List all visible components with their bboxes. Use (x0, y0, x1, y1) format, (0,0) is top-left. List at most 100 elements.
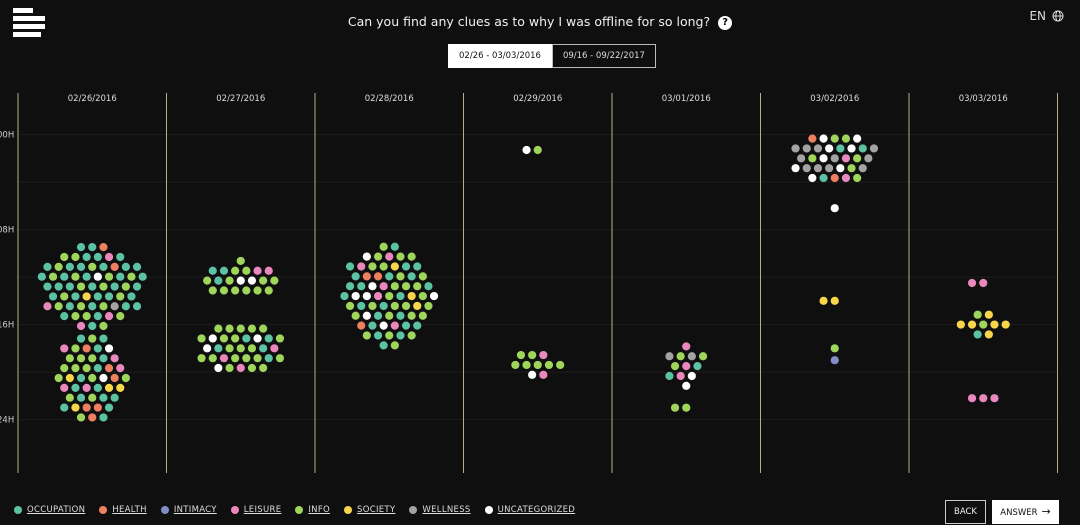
activity-dot-occupation[interactable] (60, 403, 69, 412)
activity-dot-info[interactable] (208, 286, 217, 295)
activity-dot-occupation[interactable] (99, 413, 108, 422)
activity-dot-occupation[interactable] (88, 321, 97, 331)
activity-dot-occupation[interactable] (401, 321, 411, 330)
activity-dot-info[interactable] (242, 286, 251, 295)
activity-dot-occupation[interactable] (396, 311, 405, 320)
activity-dot-occupation[interactable] (110, 393, 119, 402)
activity-dot-info[interactable] (127, 272, 136, 281)
activity-dot-health[interactable] (357, 321, 366, 330)
activity-dot-info[interactable] (533, 145, 542, 155)
activity-dot-society[interactable] (967, 320, 977, 329)
activity-dot-leisure[interactable] (104, 252, 114, 262)
activity-dot-occupation[interactable] (858, 144, 867, 153)
activity-dot-occupation[interactable] (345, 262, 355, 271)
activity-dot-info[interactable] (231, 286, 240, 295)
activity-dot-info[interactable] (676, 352, 685, 361)
activity-dot-info[interactable] (373, 252, 383, 261)
activity-dot-leisure[interactable] (43, 302, 52, 311)
activity-dot-info[interactable] (516, 350, 526, 360)
activity-dot-occupation[interactable] (373, 331, 383, 340)
activity-dot-occupation[interactable] (138, 272, 147, 281)
activity-dot-info[interactable] (116, 312, 125, 321)
activity-dot-info[interactable] (424, 301, 433, 311)
activity-dot-info[interactable] (275, 334, 285, 343)
activity-dot-wellness[interactable] (687, 352, 696, 361)
activity-dot-occupation[interactable] (819, 173, 828, 183)
activity-dot-info[interactable] (247, 363, 257, 373)
activity-dot-society[interactable] (984, 330, 993, 339)
activity-dot-info[interactable] (65, 354, 74, 363)
activity-dot-info[interactable] (368, 262, 377, 271)
activity-dot-info[interactable] (853, 173, 862, 183)
activity-dot-info[interactable] (418, 272, 427, 281)
activity-dot-info[interactable] (556, 360, 565, 370)
activity-dot-info[interactable] (413, 282, 422, 291)
activity-dot-occupation[interactable] (693, 362, 702, 371)
activity-dot-occupation[interactable] (219, 266, 229, 275)
activity-dot-health[interactable] (82, 344, 91, 353)
activity-dot-occupation[interactable] (379, 341, 388, 350)
activity-dot-info[interactable] (847, 164, 856, 173)
menu-logo-icon[interactable] (13, 8, 45, 38)
activity-dot-occupation[interactable] (264, 354, 273, 363)
activity-dot-wellness[interactable] (825, 164, 834, 173)
activity-dot-occupation[interactable] (93, 364, 102, 373)
activity-dot-health[interactable] (93, 403, 102, 412)
activity-dot-uncategorized[interactable] (830, 204, 839, 213)
activity-dot-info[interactable] (345, 301, 355, 311)
activity-dot-info[interactable] (54, 373, 63, 383)
activity-dot-society[interactable] (116, 383, 125, 392)
activity-dot-info[interactable] (830, 344, 839, 353)
activity-dot-info[interactable] (259, 363, 268, 373)
activity-dot-uncategorized[interactable] (819, 154, 828, 163)
activity-dot-health[interactable] (82, 403, 91, 412)
activity-dot-occupation[interactable] (214, 276, 223, 285)
activity-dot-health[interactable] (99, 243, 108, 252)
activity-dot-info[interactable] (418, 291, 427, 301)
activity-dot-info[interactable] (259, 276, 268, 285)
activity-dot-info[interactable] (841, 134, 851, 143)
activity-dot-society[interactable] (104, 383, 114, 392)
activity-dot-occupation[interactable] (396, 331, 405, 340)
activity-dot-info[interactable] (225, 276, 234, 285)
activity-dot-society[interactable] (65, 373, 74, 383)
activity-dot-health[interactable] (830, 173, 839, 183)
activity-dot-info[interactable] (60, 252, 69, 262)
activity-dot-info[interactable] (385, 311, 394, 320)
activity-dot-info[interactable] (522, 360, 531, 370)
activity-dot-info[interactable] (407, 252, 416, 261)
tab-range-2017[interactable]: 09/16 - 09/22/2017 (551, 44, 656, 68)
activity-dot-occupation[interactable] (121, 302, 130, 311)
activity-dot-occupation[interactable] (48, 292, 58, 301)
activity-dot-info[interactable] (88, 354, 97, 363)
activity-dot-info[interactable] (197, 334, 206, 343)
tab-range-2016[interactable]: 02/26 - 03/03/2016 (448, 44, 552, 68)
activity-dot-leisure[interactable] (60, 344, 69, 353)
activity-dot-occupation[interactable] (76, 393, 86, 402)
activity-dot-info[interactable] (99, 302, 108, 311)
activity-dot-occupation[interactable] (93, 383, 102, 392)
activity-dot-info[interactable] (54, 302, 63, 311)
legend-item-leisure[interactable]: LEISURE (230, 505, 282, 515)
activity-dot-society[interactable] (830, 296, 839, 305)
activity-dot-leisure[interactable] (357, 262, 366, 271)
activity-dot-occupation[interactable] (665, 371, 674, 381)
activity-dot-info[interactable] (247, 344, 257, 353)
activity-dot-info[interactable] (104, 272, 114, 281)
activity-dot-info[interactable] (76, 302, 86, 311)
activity-dot-info[interactable] (214, 324, 223, 333)
activity-dot-info[interactable] (71, 312, 80, 321)
activity-dot-leisure[interactable] (82, 383, 91, 392)
activity-dot-uncategorized[interactable] (99, 373, 108, 383)
activity-dot-info[interactable] (385, 291, 394, 301)
activity-dot-info[interactable] (511, 360, 520, 370)
activity-dot-info[interactable] (60, 292, 69, 301)
activity-dot-uncategorized[interactable] (528, 370, 537, 379)
activity-dot-uncategorized[interactable] (362, 252, 371, 261)
activity-dot-occupation[interactable] (65, 302, 74, 311)
activity-dot-occupation[interactable] (345, 282, 355, 291)
activity-dot-occupation[interactable] (357, 282, 366, 291)
activity-dot-info[interactable] (973, 310, 982, 319)
activity-dot-occupation[interactable] (93, 344, 102, 353)
activity-dot-info[interactable] (407, 311, 416, 320)
